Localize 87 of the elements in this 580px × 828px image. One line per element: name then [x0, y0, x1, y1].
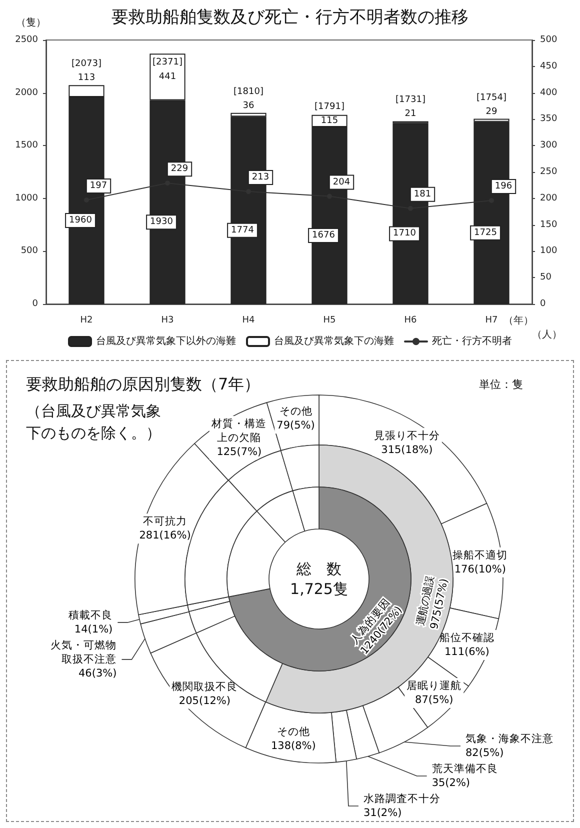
x-tick-label: H5 — [323, 316, 336, 326]
y2-tick-label: 50 — [540, 272, 552, 283]
y-tick-label: 1000 — [15, 193, 38, 204]
data-label: 125(7%) — [216, 446, 262, 458]
data-label: 35(2%) — [432, 777, 470, 789]
y-tick-label: 0 — [32, 299, 38, 309]
legend-label: 台風及び異常気象下の海難 — [274, 335, 394, 347]
data-label: 196 — [494, 182, 512, 192]
data-label: 281(16%) — [139, 530, 191, 542]
data-label: 315(18%) — [381, 444, 433, 456]
slice-label: 不可抗力 — [143, 514, 188, 528]
total-label: [1810] — [234, 86, 264, 97]
slice-label: 積載不良 — [68, 608, 113, 622]
data-label: 213 — [252, 172, 270, 183]
data-label: 113 — [78, 73, 96, 84]
chart-title: 要救助船舶の原因別隻数（7年） — [26, 374, 260, 394]
total-label: [1731] — [396, 95, 426, 106]
slice-label: その他 — [276, 726, 310, 738]
data-label: 31(2%) — [363, 807, 402, 819]
y2-tick-label: 350 — [540, 114, 558, 124]
chart-title: 要救助船舶隻数及び死亡・行方不明者数の推移 — [112, 8, 468, 28]
data-label: 138(8%) — [270, 740, 316, 752]
data-label: 111(6%) — [444, 646, 490, 658]
text: （台風及び異常気象下のものを除く。） — [26, 402, 161, 442]
y2-tick-label: 0 — [540, 299, 546, 309]
data-label: 14(1%) — [74, 623, 113, 636]
legend-label: 台風及び異常気象下以外の海難 — [96, 335, 236, 347]
data-label: 1676 — [312, 230, 336, 241]
y2-tick-label: 100 — [540, 246, 558, 256]
total-label: [1754] — [476, 92, 506, 103]
slice-label: 機関取扱不良 — [172, 680, 238, 693]
data-label: 29 — [486, 106, 498, 117]
slice-label: 水路調査不十分 — [363, 792, 440, 805]
text: 1,725隻 — [290, 580, 348, 598]
data-label: 181 — [414, 189, 432, 200]
data-label: 229 — [170, 164, 188, 174]
x-axis-title: （年） — [504, 314, 534, 326]
data-label: 441 — [158, 72, 176, 82]
legend-label: 死亡・行方不明者 — [432, 335, 512, 347]
y2-tick-label: 200 — [540, 193, 558, 204]
text: 単位：隻 — [479, 378, 523, 391]
y2-tick-label: 450 — [540, 61, 558, 72]
y-tick-label: 1500 — [15, 140, 38, 151]
data-label: 1930 — [150, 217, 174, 228]
y2-tick-label: 300 — [540, 140, 558, 151]
x-tick-label: H7 — [485, 316, 498, 326]
y2-tick-label: 250 — [540, 167, 558, 177]
x-tick-label: H2 — [80, 316, 93, 326]
data-label: 46(3%) — [78, 667, 117, 680]
data-label: 82(5%) — [465, 747, 504, 759]
total-label: [2073] — [72, 59, 102, 70]
total-label: [2371] — [152, 58, 182, 68]
data-label: 176(10%) — [454, 563, 506, 576]
y-tick-label: 2000 — [15, 88, 38, 98]
data-label: 1774 — [231, 225, 254, 236]
slice-label: 居眠り運航 — [406, 678, 462, 692]
data-label: 1725 — [474, 228, 497, 238]
slice-label: 火気・可燃物取扱不注意 — [50, 638, 117, 666]
data-label: 1710 — [393, 228, 416, 239]
data-label: 21 — [404, 109, 416, 120]
slice-label: 気象・海象不注意 — [465, 732, 554, 745]
data-label: 115 — [320, 116, 338, 126]
x-tick-label: H3 — [161, 316, 174, 326]
x-tick-label: H4 — [242, 316, 256, 326]
y2-tick-label: 400 — [540, 88, 558, 98]
data-label: 87(5%) — [415, 694, 454, 706]
slice-label: 荒天準備不良 — [432, 762, 498, 775]
slice-label: 操船不適切 — [452, 548, 508, 562]
data-label: 204 — [332, 177, 350, 188]
data-label: 205(12%) — [178, 694, 230, 707]
y2-axis-title: （人） — [532, 330, 562, 340]
y-axis-title: （隻） — [16, 16, 46, 28]
x-tick-label: H6 — [404, 316, 418, 326]
data-label: 79(5%) — [276, 420, 315, 432]
text: 総 数 — [296, 560, 342, 578]
total-label: [1791] — [314, 102, 344, 112]
slice-label: 船位不確認 — [439, 631, 494, 644]
data-label: 36 — [242, 100, 254, 111]
slice-label: 材質・構造上の欠陥 — [210, 417, 267, 444]
data-label: 197 — [90, 180, 108, 191]
y-tick-label: 2500 — [15, 35, 38, 45]
data-label: 1960 — [69, 216, 92, 226]
slice-label: 見張り不十分 — [374, 428, 440, 442]
slice-label: その他 — [279, 406, 312, 418]
y2-tick-label: 150 — [540, 220, 558, 230]
y-tick-label: 500 — [20, 246, 38, 256]
y2-tick-label: 500 — [540, 35, 558, 45]
